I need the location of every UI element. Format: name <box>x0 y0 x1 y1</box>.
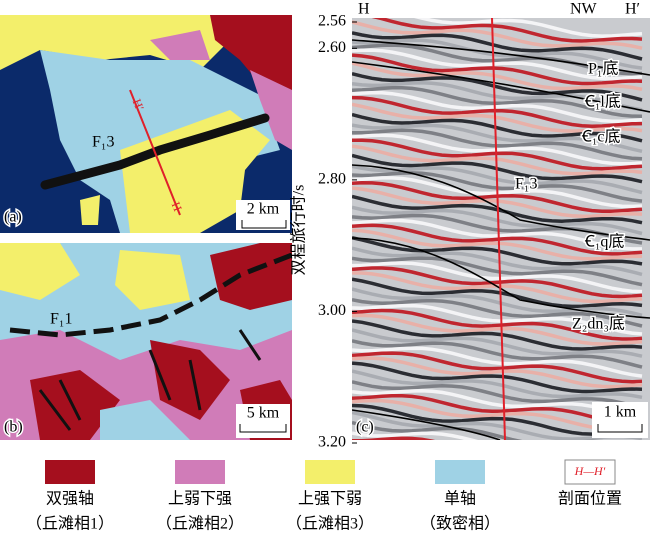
legend-label: 双强轴 <box>46 490 94 508</box>
legend-swatch <box>564 459 616 485</box>
y-tick-label: 2.60 <box>318 39 346 56</box>
legend-label: 剖面位置 <box>558 490 622 508</box>
legend-note: （丘滩相1） <box>26 515 114 533</box>
horizon-label: Ꞓ₁q底 <box>584 233 624 251</box>
panel-label: (b) <box>4 419 23 436</box>
y-axis: 2.56 2.60 2.80 3.00 3.20 <box>318 13 357 451</box>
fault-label: F₁1 <box>50 311 72 328</box>
legend-label: 上弱下强 <box>168 490 232 508</box>
map-a <box>0 15 292 233</box>
legend-label: 上强下弱 <box>298 490 362 508</box>
horizon-label: P₁底 <box>588 60 618 78</box>
fault-label: F₁3 <box>515 176 537 193</box>
legend: 双强轴 （丘滩相1） 上弱下强 （丘滩相2） 上强下弱 （丘滩相3） 单轴 （致密相） H—H′… <box>26 459 622 533</box>
legend-swatch <box>45 460 95 484</box>
section-right: H′ <box>625 1 640 18</box>
y-axis-label: 双程旅行时/s <box>290 185 308 276</box>
horizon-label: Z₂dn₃底 <box>572 315 625 333</box>
horizons <box>352 18 650 440</box>
section-left: H <box>358 1 370 18</box>
y-tick-label: 3.00 <box>318 302 346 319</box>
fault-label: F₁3 <box>92 134 114 151</box>
direction: NW <box>570 1 598 18</box>
y-tick-label: 3.20 <box>318 434 346 451</box>
legend-note: （丘滩相2） <box>156 515 244 533</box>
legend-note: （丘滩相3） <box>286 515 374 533</box>
scale-label: 2 km <box>247 201 280 218</box>
y-tick-label: 2.80 <box>318 171 346 188</box>
horizon-label: Ꞓ₁c底 <box>581 128 621 146</box>
legend-swatch <box>175 460 225 484</box>
scale-label: 5 km <box>247 405 280 422</box>
legend-label: 单轴 <box>444 490 476 508</box>
legend-note: （致密相） <box>420 515 500 533</box>
panel-label: (a) <box>4 209 22 226</box>
seismic-section <box>352 18 650 440</box>
section-start: H′ <box>130 97 147 113</box>
legend-swatch <box>435 460 485 484</box>
legend-symbol: H—H′ <box>574 464 606 478</box>
legend-swatch <box>305 460 355 484</box>
y-tick-label: 2.56 <box>318 13 346 30</box>
horizon-label: Ꞓ₁l底 <box>584 93 621 111</box>
panel-label: (c) <box>356 419 374 436</box>
scale-label: 1 km <box>604 404 637 421</box>
